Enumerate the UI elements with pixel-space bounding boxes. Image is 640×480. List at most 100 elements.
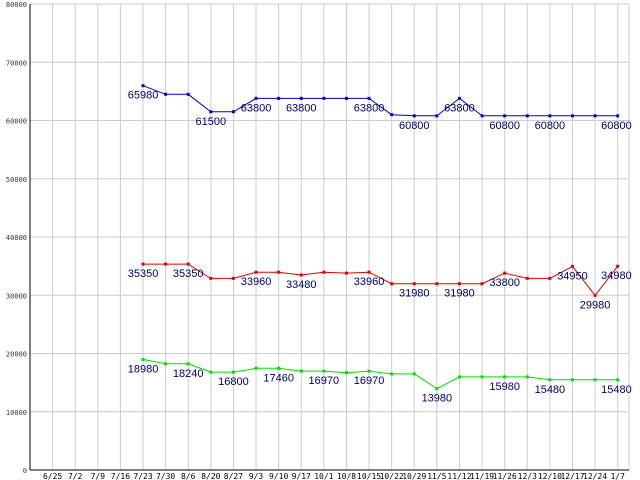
- x-tick-label: 10/29: [402, 472, 426, 480]
- data-point: [231, 370, 235, 374]
- data-point: [548, 114, 552, 118]
- data-point: [593, 114, 597, 118]
- x-tick-label: 10/1: [314, 472, 333, 480]
- data-point: [322, 369, 326, 373]
- data-label: 15480: [601, 384, 632, 396]
- data-point: [164, 362, 168, 366]
- x-tick-label: 11/5: [427, 472, 446, 480]
- y-tick-label: 20000: [6, 351, 27, 359]
- data-point: [480, 375, 484, 379]
- data-point: [277, 96, 281, 100]
- y-tick-label: 10000: [6, 409, 27, 417]
- y-tick-label: 70000: [6, 59, 27, 67]
- data-point: [525, 375, 529, 379]
- axes: 0 10000 20000 30000 40000 50000 60000 70000 8000…: [6, 1, 629, 480]
- data-point: [480, 114, 484, 118]
- data-point: [412, 282, 416, 286]
- data-point: [616, 264, 620, 268]
- y-tick-label: 50000: [6, 176, 27, 184]
- data-point: [299, 273, 303, 277]
- data-point: [435, 114, 439, 118]
- data-point: [570, 378, 574, 382]
- data-point: [412, 372, 416, 376]
- data-point: [231, 276, 235, 280]
- x-tick-label: 7/9: [91, 472, 106, 480]
- x-tick-label: 9/10: [269, 472, 288, 480]
- y-tick-label: 80000: [6, 1, 27, 9]
- data-label: 65980: [128, 90, 159, 102]
- x-tick-label: 12/17: [560, 472, 584, 480]
- data-point: [616, 378, 620, 382]
- data-point: [435, 282, 439, 286]
- data-labels: 65980 61500 63800 63800 63800 60800 63800 60800…: [128, 90, 632, 405]
- data-point: [570, 114, 574, 118]
- data-point: [186, 262, 190, 266]
- x-tick-label: 12/10: [538, 472, 562, 480]
- x-tick-label: 11/19: [470, 472, 494, 480]
- data-point: [344, 96, 348, 100]
- data-point: [164, 92, 168, 96]
- x-tick-label: 7/23: [133, 472, 152, 480]
- data-point: [322, 270, 326, 274]
- x-tick-label: 6/25: [43, 472, 62, 480]
- data-point: [548, 276, 552, 280]
- data-label: 15480: [535, 384, 566, 396]
- data-point: [593, 378, 597, 382]
- x-tick-label: 11/12: [447, 472, 471, 480]
- data-point: [186, 362, 190, 366]
- series-layer: [141, 84, 620, 391]
- data-point: [480, 282, 484, 286]
- data-point: [254, 96, 258, 100]
- data-point: [209, 110, 213, 114]
- data-label: 33960: [241, 276, 272, 288]
- data-point: [367, 369, 371, 373]
- data-label: 31980: [399, 288, 430, 300]
- x-tick-label: 10/15: [357, 472, 381, 480]
- series-line-2: [143, 263, 619, 297]
- y-tick-label: 40000: [6, 234, 27, 242]
- data-label: 35350: [128, 268, 159, 280]
- data-point: [457, 282, 461, 286]
- x-tick-label: 7/30: [156, 472, 175, 480]
- data-label: 35350: [173, 268, 204, 280]
- data-label: 34980: [601, 270, 632, 282]
- data-point: [412, 114, 416, 118]
- data-point: [367, 96, 371, 100]
- data-point: [164, 262, 168, 266]
- data-point: [231, 110, 235, 114]
- series-line-3: [142, 358, 618, 390]
- data-label: 60800: [535, 120, 566, 132]
- x-tick-label: 1/7: [610, 472, 625, 480]
- data-label: 15980: [489, 381, 520, 393]
- data-label: 17460: [263, 372, 294, 384]
- data-point: [367, 270, 371, 274]
- data-label: 63800: [241, 102, 272, 114]
- data-point: [525, 276, 529, 280]
- data-label: 29980: [580, 299, 611, 311]
- y-tick-label: 0: [23, 467, 27, 475]
- data-label: 63800: [444, 102, 475, 114]
- x-tick-label: 12/3: [518, 472, 537, 480]
- data-point: [277, 366, 281, 370]
- y-tick-label: 60000: [6, 118, 27, 126]
- x-tick-label: 10/8: [337, 472, 356, 480]
- data-label: 16800: [218, 376, 249, 388]
- data-point: [593, 293, 597, 297]
- data-label: 13980: [422, 393, 453, 405]
- x-tick-label: 8/20: [201, 472, 220, 480]
- data-point: [254, 270, 258, 274]
- data-label: 33480: [286, 279, 317, 291]
- data-point: [390, 282, 394, 286]
- data-point: [209, 276, 213, 280]
- data-label: 34950: [557, 270, 588, 282]
- y-tick-label: 30000: [6, 292, 27, 300]
- data-label: 60800: [601, 120, 632, 132]
- data-point: [525, 114, 529, 118]
- data-label: 33960: [354, 276, 385, 288]
- data-point: [457, 96, 461, 100]
- data-point: [299, 369, 303, 373]
- data-point: [254, 366, 258, 370]
- data-label: 60800: [489, 120, 520, 132]
